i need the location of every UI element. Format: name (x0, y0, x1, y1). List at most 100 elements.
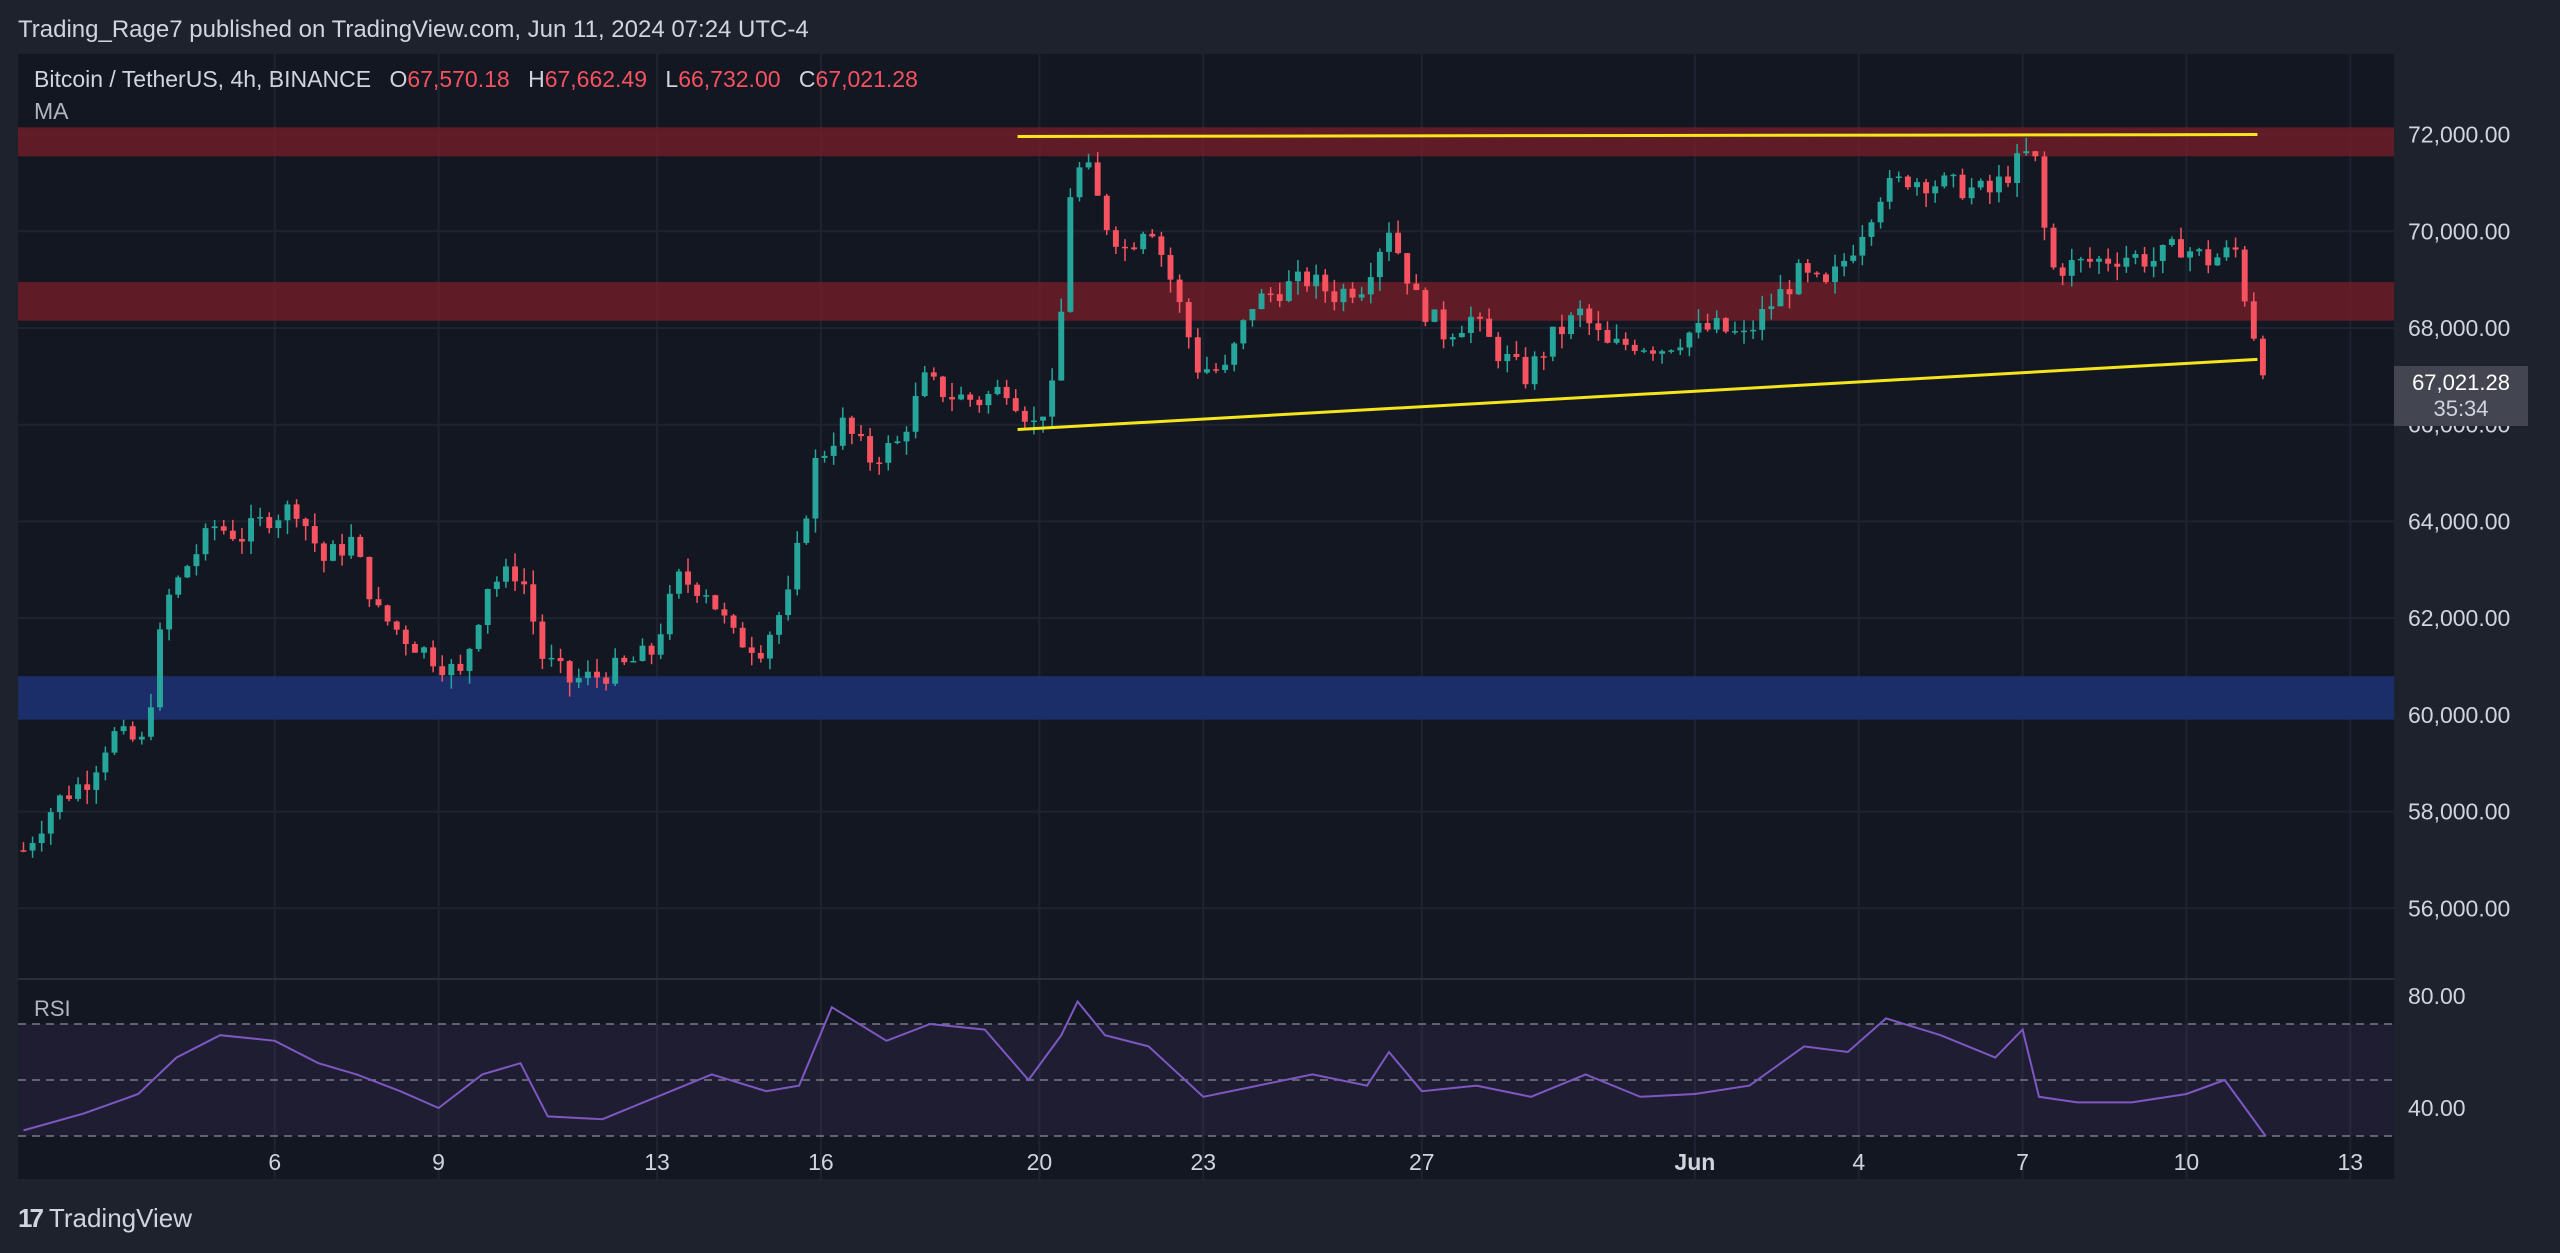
candle-body (1941, 175, 1948, 187)
chart-area[interactable] (18, 54, 2394, 1179)
candle-body (38, 833, 45, 844)
candle-body (876, 462, 883, 465)
candle-body (1012, 398, 1019, 411)
candle-body (2168, 239, 2175, 246)
candle-body (1677, 347, 1684, 351)
candle-body (830, 445, 837, 456)
candle-body (912, 395, 919, 432)
candle-body (1003, 386, 1010, 399)
candle-body (685, 571, 691, 585)
close-label: C (798, 66, 816, 92)
candle-body (1795, 263, 1802, 295)
candle-body (2241, 249, 2248, 302)
candle-body (229, 530, 236, 540)
candle-body (1067, 197, 1074, 312)
candle-body (448, 663, 455, 676)
tradingview-brand[interactable]: 17 TradingView (18, 1203, 192, 1234)
candle-body (84, 784, 91, 790)
candle-body (493, 581, 500, 590)
candle-body (238, 539, 245, 542)
candle-body (1995, 176, 2002, 193)
candle-body (1477, 316, 1483, 319)
publish-info: Trading_Rage7 published on TradingView.c… (18, 16, 809, 43)
ma-indicator-label[interactable]: MA (34, 98, 69, 124)
candle-body (1786, 289, 1793, 295)
candle-body (521, 581, 528, 585)
candle-body (1832, 266, 1839, 283)
candle-body (2005, 176, 2011, 183)
high-label: H (528, 66, 545, 92)
y-tick-label: 64,000.00 (2408, 508, 2510, 534)
candle-body (2150, 261, 2157, 267)
x-tick-label: 13 (644, 1149, 670, 1175)
candle-body (157, 629, 163, 708)
candle-body (958, 394, 965, 400)
rsi-indicator-label[interactable]: RSI (34, 996, 71, 1021)
candle-body (1131, 247, 1138, 250)
candle-body (66, 795, 72, 799)
resistance-trendline (1017, 133, 2258, 138)
candle-body (1886, 178, 1893, 202)
candle-body (1304, 271, 1311, 287)
candle-body (1722, 318, 1729, 332)
candle-body (1968, 187, 1975, 199)
candle-body (794, 542, 801, 590)
candle-body (138, 736, 145, 740)
candle-body (1531, 356, 1538, 385)
candle-body (512, 566, 519, 582)
y-tick-label: 56,000.00 (2408, 895, 2510, 921)
candle-body (1049, 380, 1056, 417)
candle-body (1595, 323, 1602, 330)
candle-body (648, 645, 655, 655)
candle-body (175, 577, 182, 595)
candle-body (539, 621, 546, 659)
candle-body (1258, 293, 1265, 310)
candle-body (703, 595, 710, 597)
tradingview-logo-icon: 17 (18, 1203, 44, 1233)
candle-body (320, 543, 327, 561)
candle-body (2259, 338, 2266, 376)
candle-body (2050, 227, 2057, 268)
candle-body (848, 417, 855, 434)
high-value: 67,662.49 (544, 66, 648, 92)
candle-body (930, 372, 937, 377)
candle-body (2232, 247, 2239, 250)
candle-body (1222, 364, 1229, 370)
candle-body (348, 536, 355, 556)
candle-body (2178, 239, 2184, 258)
candle-body (785, 589, 792, 616)
candle-body (1413, 283, 1420, 291)
candle-body (1367, 277, 1374, 295)
candle-body (812, 457, 819, 519)
candle-body (1203, 369, 1210, 373)
x-tick-label: 27 (1409, 1149, 1435, 1175)
candle-body (302, 518, 309, 527)
candle-body (748, 647, 755, 653)
candle-body (366, 556, 373, 600)
candle-body (803, 518, 810, 543)
candle-body (675, 571, 682, 594)
candle-body (1458, 332, 1465, 338)
candle-body (1040, 416, 1047, 421)
candle-body (1868, 222, 1875, 237)
candle-body (1914, 182, 1920, 188)
candle-body (612, 657, 619, 684)
candle-body (120, 726, 127, 732)
candle-body (739, 627, 746, 648)
candle-body (2032, 151, 2039, 157)
candle-body (1158, 236, 1165, 255)
candle-body (1631, 344, 1638, 351)
last-price-tag: 67,021.28 35:34 (2394, 366, 2528, 426)
rsi-line (23, 999, 2267, 1137)
last-price: 67,021.28 (2412, 370, 2510, 395)
open-value: 67,570.18 (407, 66, 510, 92)
candle-body (1731, 331, 1738, 333)
y-tick-label: 58,000.00 (2408, 799, 2510, 825)
candle-body (1904, 176, 1911, 188)
symbol-name: Bitcoin / TetherUS, 4h, BINANCE (34, 66, 372, 92)
candle-body (1386, 232, 1392, 252)
candle-body (330, 544, 336, 561)
candle-body (858, 433, 864, 437)
resistance-zone (18, 127, 2394, 157)
